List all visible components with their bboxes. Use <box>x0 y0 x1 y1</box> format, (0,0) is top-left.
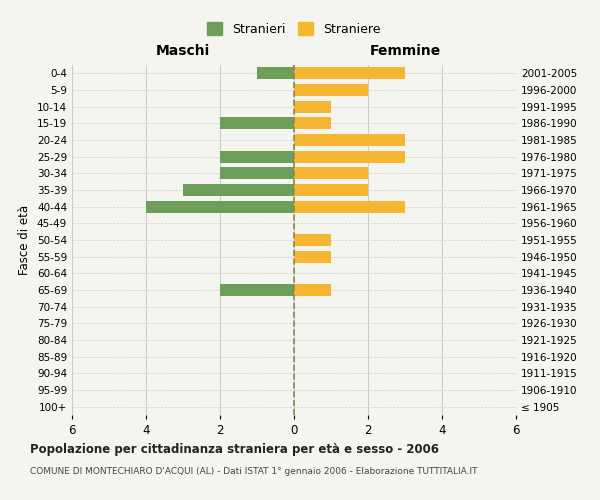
Bar <box>294 118 331 130</box>
Bar <box>294 84 368 96</box>
Legend: Stranieri, Straniere: Stranieri, Straniere <box>202 17 386 40</box>
Bar <box>294 168 368 179</box>
Bar <box>294 134 405 146</box>
Text: Popolazione per cittadinanza straniera per età e sesso - 2006: Popolazione per cittadinanza straniera p… <box>30 442 439 456</box>
Bar <box>294 284 331 296</box>
Text: Femmine: Femmine <box>370 44 440 59</box>
Bar <box>294 68 405 80</box>
Bar <box>220 118 294 130</box>
Bar <box>220 284 294 296</box>
Bar <box>183 184 294 196</box>
Text: Maschi: Maschi <box>156 44 210 59</box>
Bar <box>220 150 294 162</box>
Bar <box>257 68 294 80</box>
Bar <box>220 168 294 179</box>
Text: COMUNE DI MONTECHIARO D'ACQUI (AL) - Dati ISTAT 1° gennaio 2006 - Elaborazione T: COMUNE DI MONTECHIARO D'ACQUI (AL) - Dat… <box>30 468 478 476</box>
Bar <box>294 100 331 112</box>
Bar <box>294 200 405 212</box>
Bar <box>146 200 294 212</box>
Bar <box>294 150 405 162</box>
Bar <box>294 234 331 246</box>
Bar <box>294 184 368 196</box>
Bar <box>294 250 331 262</box>
Y-axis label: Fasce di età: Fasce di età <box>19 205 31 275</box>
